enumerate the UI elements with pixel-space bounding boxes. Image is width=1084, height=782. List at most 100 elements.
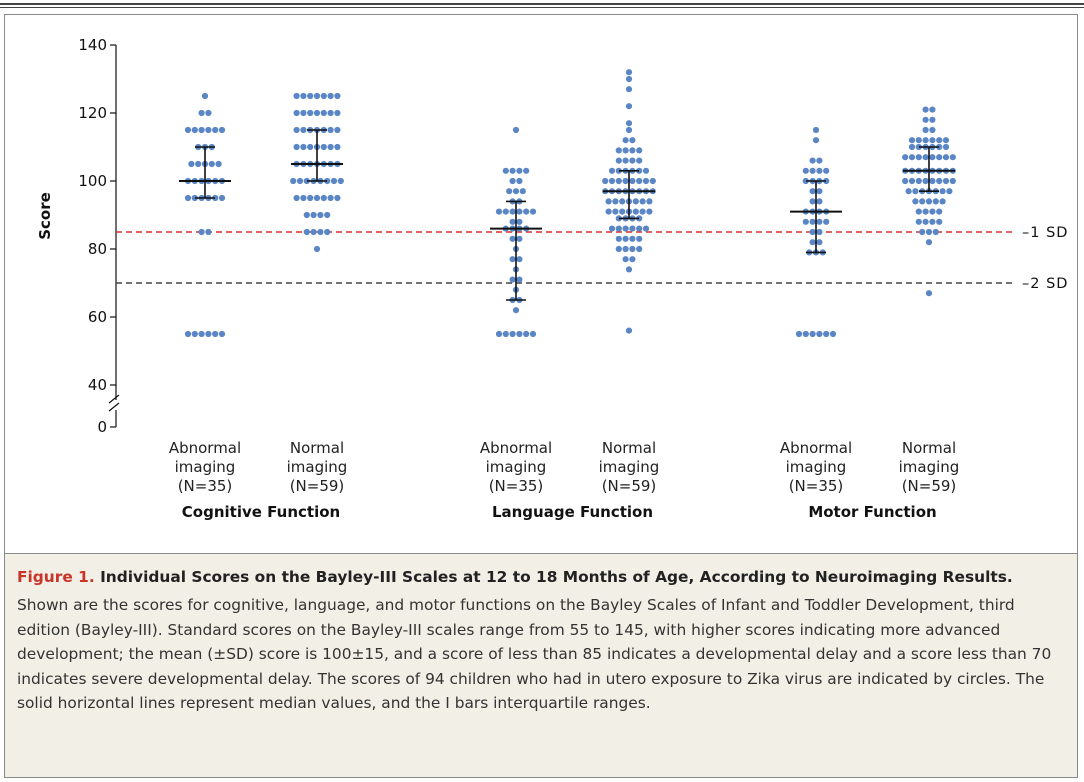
data-point: [218, 126, 226, 134]
data-point: [816, 188, 823, 195]
data-point: [198, 109, 205, 117]
data-point: [195, 160, 202, 168]
category-label: (N=35): [178, 477, 233, 495]
category-label: (N=59): [290, 477, 345, 495]
data-point: [191, 126, 198, 134]
data-point: [293, 92, 300, 100]
data-point: [327, 126, 334, 134]
data-point: [290, 177, 297, 185]
data-point: [313, 194, 321, 202]
data-point: [184, 330, 192, 338]
data-point: [915, 154, 922, 161]
data-point: [320, 109, 327, 117]
y-tick-label: 140: [78, 36, 107, 54]
data-point: [809, 330, 816, 338]
data-point: [509, 235, 516, 242]
data-point: [929, 126, 936, 134]
data-point: [201, 92, 209, 100]
data-point: [925, 198, 933, 205]
data-point: [625, 120, 633, 127]
data-point: [636, 147, 643, 154]
data-point: [615, 167, 622, 174]
group-label: Cognitive Function: [182, 503, 340, 521]
figure-label: Figure 1.: [17, 568, 95, 586]
data-point: [212, 194, 219, 202]
data-point: [320, 143, 327, 151]
category-label: Normal: [902, 439, 956, 457]
data-point: [622, 235, 629, 242]
y-tick-label: 80: [88, 240, 107, 258]
data-point: [334, 126, 341, 134]
data-point: [516, 167, 523, 174]
data-point: [198, 330, 205, 338]
data-point: [802, 330, 809, 338]
data-point: [919, 228, 926, 236]
data-point: [816, 157, 823, 164]
data-point: [809, 188, 816, 195]
data-point: [925, 239, 933, 246]
data-point: [205, 126, 212, 134]
data-point: [802, 177, 809, 185]
data-point: [307, 143, 314, 151]
data-point: [802, 167, 809, 174]
data-point: [629, 225, 636, 232]
data-point: [188, 160, 195, 168]
data-point: [812, 126, 820, 134]
category-label: imaging: [287, 458, 348, 476]
data-point: [509, 167, 516, 174]
data-point: [915, 137, 922, 144]
data-point: [809, 239, 816, 246]
data-point: [612, 198, 619, 205]
reference-line-label: –1 SD: [1022, 225, 1068, 241]
data-point: [823, 167, 830, 174]
data-point: [320, 92, 327, 100]
data-point: [922, 177, 929, 185]
category-label: (N=59): [902, 477, 957, 495]
data-point: [816, 228, 823, 236]
data-point: [622, 256, 629, 263]
data-point: [495, 330, 503, 338]
data-point: [629, 177, 636, 185]
data-point: [629, 235, 636, 242]
data-point: [615, 177, 622, 185]
data-point: [932, 228, 939, 236]
data-point: [642, 167, 650, 174]
data-point: [512, 307, 520, 314]
data-point: [300, 143, 307, 151]
data-point: [936, 177, 943, 185]
data-point: [902, 154, 909, 161]
data-point: [625, 126, 633, 134]
data-point: [629, 245, 636, 253]
data-point: [215, 160, 222, 168]
axis-break-mark: [108, 394, 120, 404]
data-point: [622, 147, 629, 154]
data-point: [949, 177, 956, 185]
data-point: [300, 109, 307, 117]
data-point: [922, 137, 929, 144]
data-point: [523, 208, 530, 215]
data-point: [809, 228, 816, 236]
data-point: [622, 245, 629, 253]
data-point: [509, 256, 516, 263]
data-point: [925, 290, 933, 297]
data-point: [307, 109, 314, 117]
data-point: [816, 198, 823, 205]
category-label: imaging: [786, 458, 847, 476]
data-point: [218, 330, 226, 338]
data-point: [602, 177, 609, 185]
data-point: [636, 215, 643, 222]
data-point: [632, 198, 639, 205]
data-point: [816, 167, 823, 174]
data-point: [615, 235, 622, 242]
data-point: [529, 330, 537, 338]
data-point: [646, 208, 653, 215]
data-point: [191, 330, 198, 338]
data-point: [625, 69, 633, 76]
data-point: [615, 157, 622, 164]
figure-frame: 0 40 60 80 100 120 140 Score –1 SD –2 SD Abnorma…: [4, 14, 1078, 778]
data-point: [809, 218, 816, 225]
data-point: [212, 126, 219, 134]
data-point: [922, 106, 929, 113]
data-point: [919, 198, 926, 205]
data-point: [615, 215, 622, 222]
